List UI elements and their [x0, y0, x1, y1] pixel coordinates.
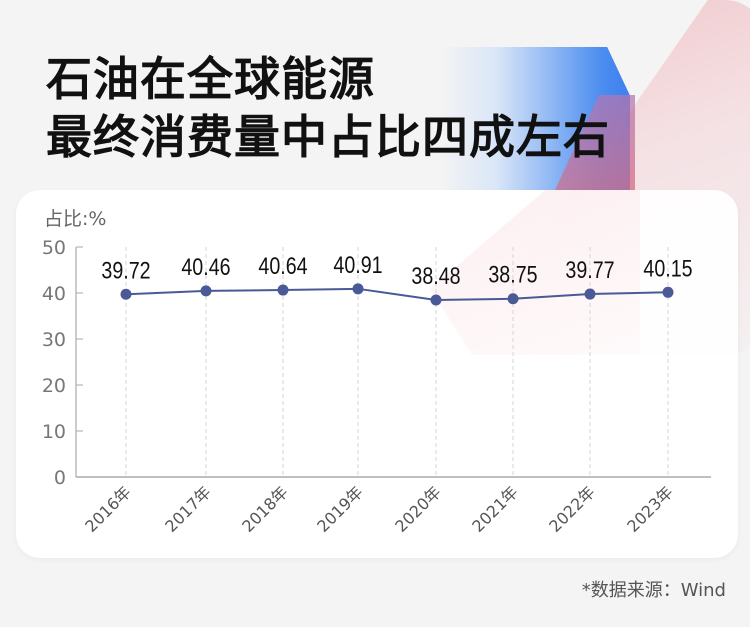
- data-point: [662, 286, 674, 298]
- y-tick-label: 30: [42, 329, 66, 351]
- x-tick-label: 2020年: [391, 482, 445, 536]
- y-axis-unit-label: 占比:%: [44, 208, 107, 230]
- data-point: [584, 288, 596, 300]
- data-label: 38.75: [488, 261, 537, 288]
- x-tick-label: 2017年: [161, 482, 215, 536]
- data-point: [200, 285, 212, 297]
- page-title: 石油在全球能源 最终消费量中占比四成左右: [46, 50, 610, 166]
- y-tick-label: 40: [42, 283, 66, 305]
- data-label: 39.77: [565, 256, 614, 283]
- y-tick-label: 20: [42, 375, 66, 397]
- x-tick-label: 2022年: [545, 482, 599, 536]
- y-tick-label: 10: [42, 421, 66, 443]
- y-tick-label: 0: [54, 467, 66, 489]
- data-point: [430, 294, 442, 306]
- y-tick-label: 50: [42, 237, 66, 259]
- data-point: [277, 284, 289, 296]
- title-line-1: 石油在全球能源: [46, 52, 375, 106]
- x-tick-label: 2019年: [313, 482, 367, 536]
- data-label: 40.64: [258, 252, 307, 279]
- data-line: [125, 287, 669, 301]
- x-tick-label: 2016年: [81, 482, 135, 536]
- x-tick-label: 2021年: [468, 482, 522, 536]
- data-label: 38.48: [411, 262, 460, 289]
- data-point: [507, 293, 519, 305]
- data-label: 39.72: [101, 256, 150, 283]
- data-point: [120, 288, 132, 300]
- data-source-note: *数据来源：Wind: [581, 580, 726, 601]
- data-label: 40.91: [333, 251, 382, 278]
- data-label: 40.15: [643, 254, 692, 281]
- title-line-2: 最终消费量中占比四成左右: [46, 110, 610, 164]
- x-tick-label: 2023年: [623, 482, 677, 536]
- data-label: 40.46: [181, 253, 230, 280]
- x-tick-label: 2018年: [238, 482, 292, 536]
- data-point: [352, 283, 364, 295]
